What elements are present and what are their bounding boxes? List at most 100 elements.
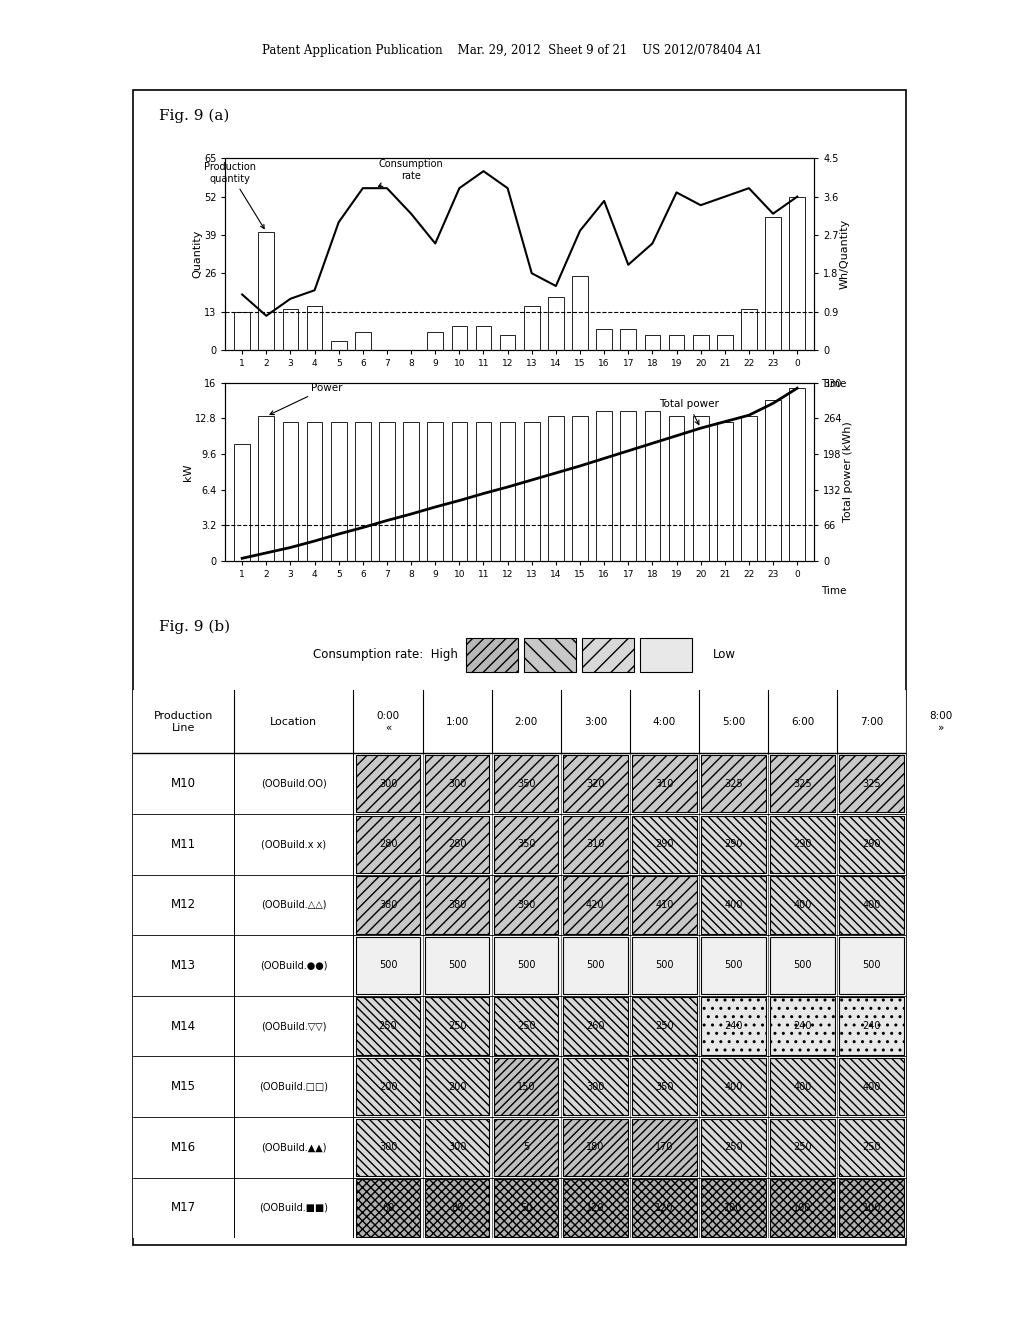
- Bar: [452, 326, 467, 350]
- Bar: [790, 388, 805, 561]
- Bar: [133, 754, 906, 814]
- Bar: [632, 1059, 696, 1115]
- Bar: [355, 876, 420, 933]
- Text: 400: 400: [862, 900, 881, 909]
- Text: Time: Time: [821, 379, 847, 389]
- Text: 0:00
«: 0:00 «: [377, 711, 399, 733]
- Bar: [770, 755, 835, 812]
- Bar: [563, 937, 628, 994]
- Text: 120: 120: [655, 1203, 674, 1213]
- Text: Total power: Total power: [658, 400, 719, 425]
- Bar: [494, 816, 558, 873]
- Bar: [234, 444, 250, 561]
- Text: 420: 420: [586, 900, 604, 909]
- Text: (OOBuild.▽▽): (OOBuild.▽▽): [261, 1022, 327, 1031]
- Bar: [693, 416, 709, 561]
- Bar: [701, 755, 766, 812]
- Text: 1:00: 1:00: [445, 717, 469, 727]
- Text: Patent Application Publication    Mar. 29, 2012  Sheet 9 of 21    US 2012/078404: Patent Application Publication Mar. 29, …: [262, 44, 762, 57]
- Text: 240: 240: [794, 1022, 812, 1031]
- Text: 500: 500: [655, 961, 674, 970]
- Bar: [770, 1118, 835, 1176]
- Text: 500: 500: [724, 961, 742, 970]
- Bar: [494, 1179, 558, 1237]
- Text: 310: 310: [586, 840, 604, 849]
- Bar: [770, 998, 835, 1055]
- Y-axis label: Wh/Quantity: Wh/Quantity: [840, 219, 850, 289]
- Text: (OOBuild.OO): (OOBuild.OO): [261, 779, 327, 788]
- Bar: [840, 876, 904, 933]
- Text: 380: 380: [447, 900, 466, 909]
- Bar: [640, 638, 692, 672]
- Bar: [582, 638, 634, 672]
- Y-axis label: Total power (kWh): Total power (kWh): [843, 421, 853, 523]
- Text: 500: 500: [447, 961, 466, 970]
- Text: Consumption
rate: Consumption rate: [379, 160, 443, 186]
- Bar: [355, 998, 420, 1055]
- Text: 240: 240: [862, 1022, 881, 1031]
- Text: 300: 300: [379, 779, 397, 788]
- Text: M12: M12: [171, 899, 196, 911]
- Text: 400: 400: [862, 1081, 881, 1092]
- Text: 180: 180: [586, 1142, 604, 1152]
- Bar: [355, 1179, 420, 1237]
- Text: (OOBuild.△△): (OOBuild.△△): [261, 900, 327, 909]
- Text: 350: 350: [517, 779, 536, 788]
- Bar: [494, 1059, 558, 1115]
- Bar: [133, 875, 906, 935]
- Bar: [425, 755, 489, 812]
- Bar: [572, 416, 588, 561]
- Bar: [494, 937, 558, 994]
- Bar: [494, 755, 558, 812]
- Bar: [669, 335, 684, 350]
- Text: 280: 280: [447, 840, 466, 849]
- Bar: [523, 638, 577, 672]
- Text: M16: M16: [171, 1140, 196, 1154]
- Text: 310: 310: [655, 779, 674, 788]
- Bar: [596, 411, 612, 561]
- Bar: [258, 232, 274, 350]
- Text: 150: 150: [517, 1081, 536, 1092]
- Bar: [632, 1179, 696, 1237]
- Bar: [234, 312, 250, 350]
- Bar: [644, 411, 660, 561]
- Text: Power: Power: [270, 383, 342, 414]
- Bar: [331, 422, 346, 561]
- Text: 350: 350: [655, 1081, 674, 1092]
- Bar: [283, 309, 298, 350]
- Text: 7:00: 7:00: [860, 717, 884, 727]
- Text: 400: 400: [724, 1081, 742, 1092]
- Bar: [669, 416, 684, 561]
- Bar: [133, 1117, 906, 1177]
- Bar: [701, 998, 766, 1055]
- Text: 250: 250: [379, 1022, 397, 1031]
- Bar: [355, 333, 371, 350]
- Bar: [563, 998, 628, 1055]
- Text: Time: Time: [821, 586, 847, 595]
- Bar: [701, 816, 766, 873]
- Text: Production
quantity: Production quantity: [204, 162, 264, 228]
- Bar: [563, 876, 628, 933]
- Bar: [632, 1118, 696, 1176]
- Bar: [425, 816, 489, 873]
- Bar: [563, 755, 628, 812]
- Bar: [770, 1059, 835, 1115]
- Bar: [452, 422, 467, 561]
- Bar: [840, 1059, 904, 1115]
- Text: 400: 400: [794, 900, 812, 909]
- Text: 260: 260: [586, 1022, 604, 1031]
- Bar: [425, 1059, 489, 1115]
- Text: 400: 400: [724, 900, 742, 909]
- Text: 250: 250: [655, 1022, 674, 1031]
- Bar: [701, 1118, 766, 1176]
- Bar: [425, 998, 489, 1055]
- Text: 120: 120: [586, 1203, 604, 1213]
- Text: (OOBuild.●●): (OOBuild.●●): [260, 961, 328, 970]
- Bar: [355, 755, 420, 812]
- Bar: [770, 876, 835, 933]
- Bar: [717, 335, 732, 350]
- Text: M15: M15: [171, 1080, 196, 1093]
- Bar: [840, 1179, 904, 1237]
- Text: 100: 100: [862, 1203, 881, 1213]
- Text: 170: 170: [655, 1142, 674, 1152]
